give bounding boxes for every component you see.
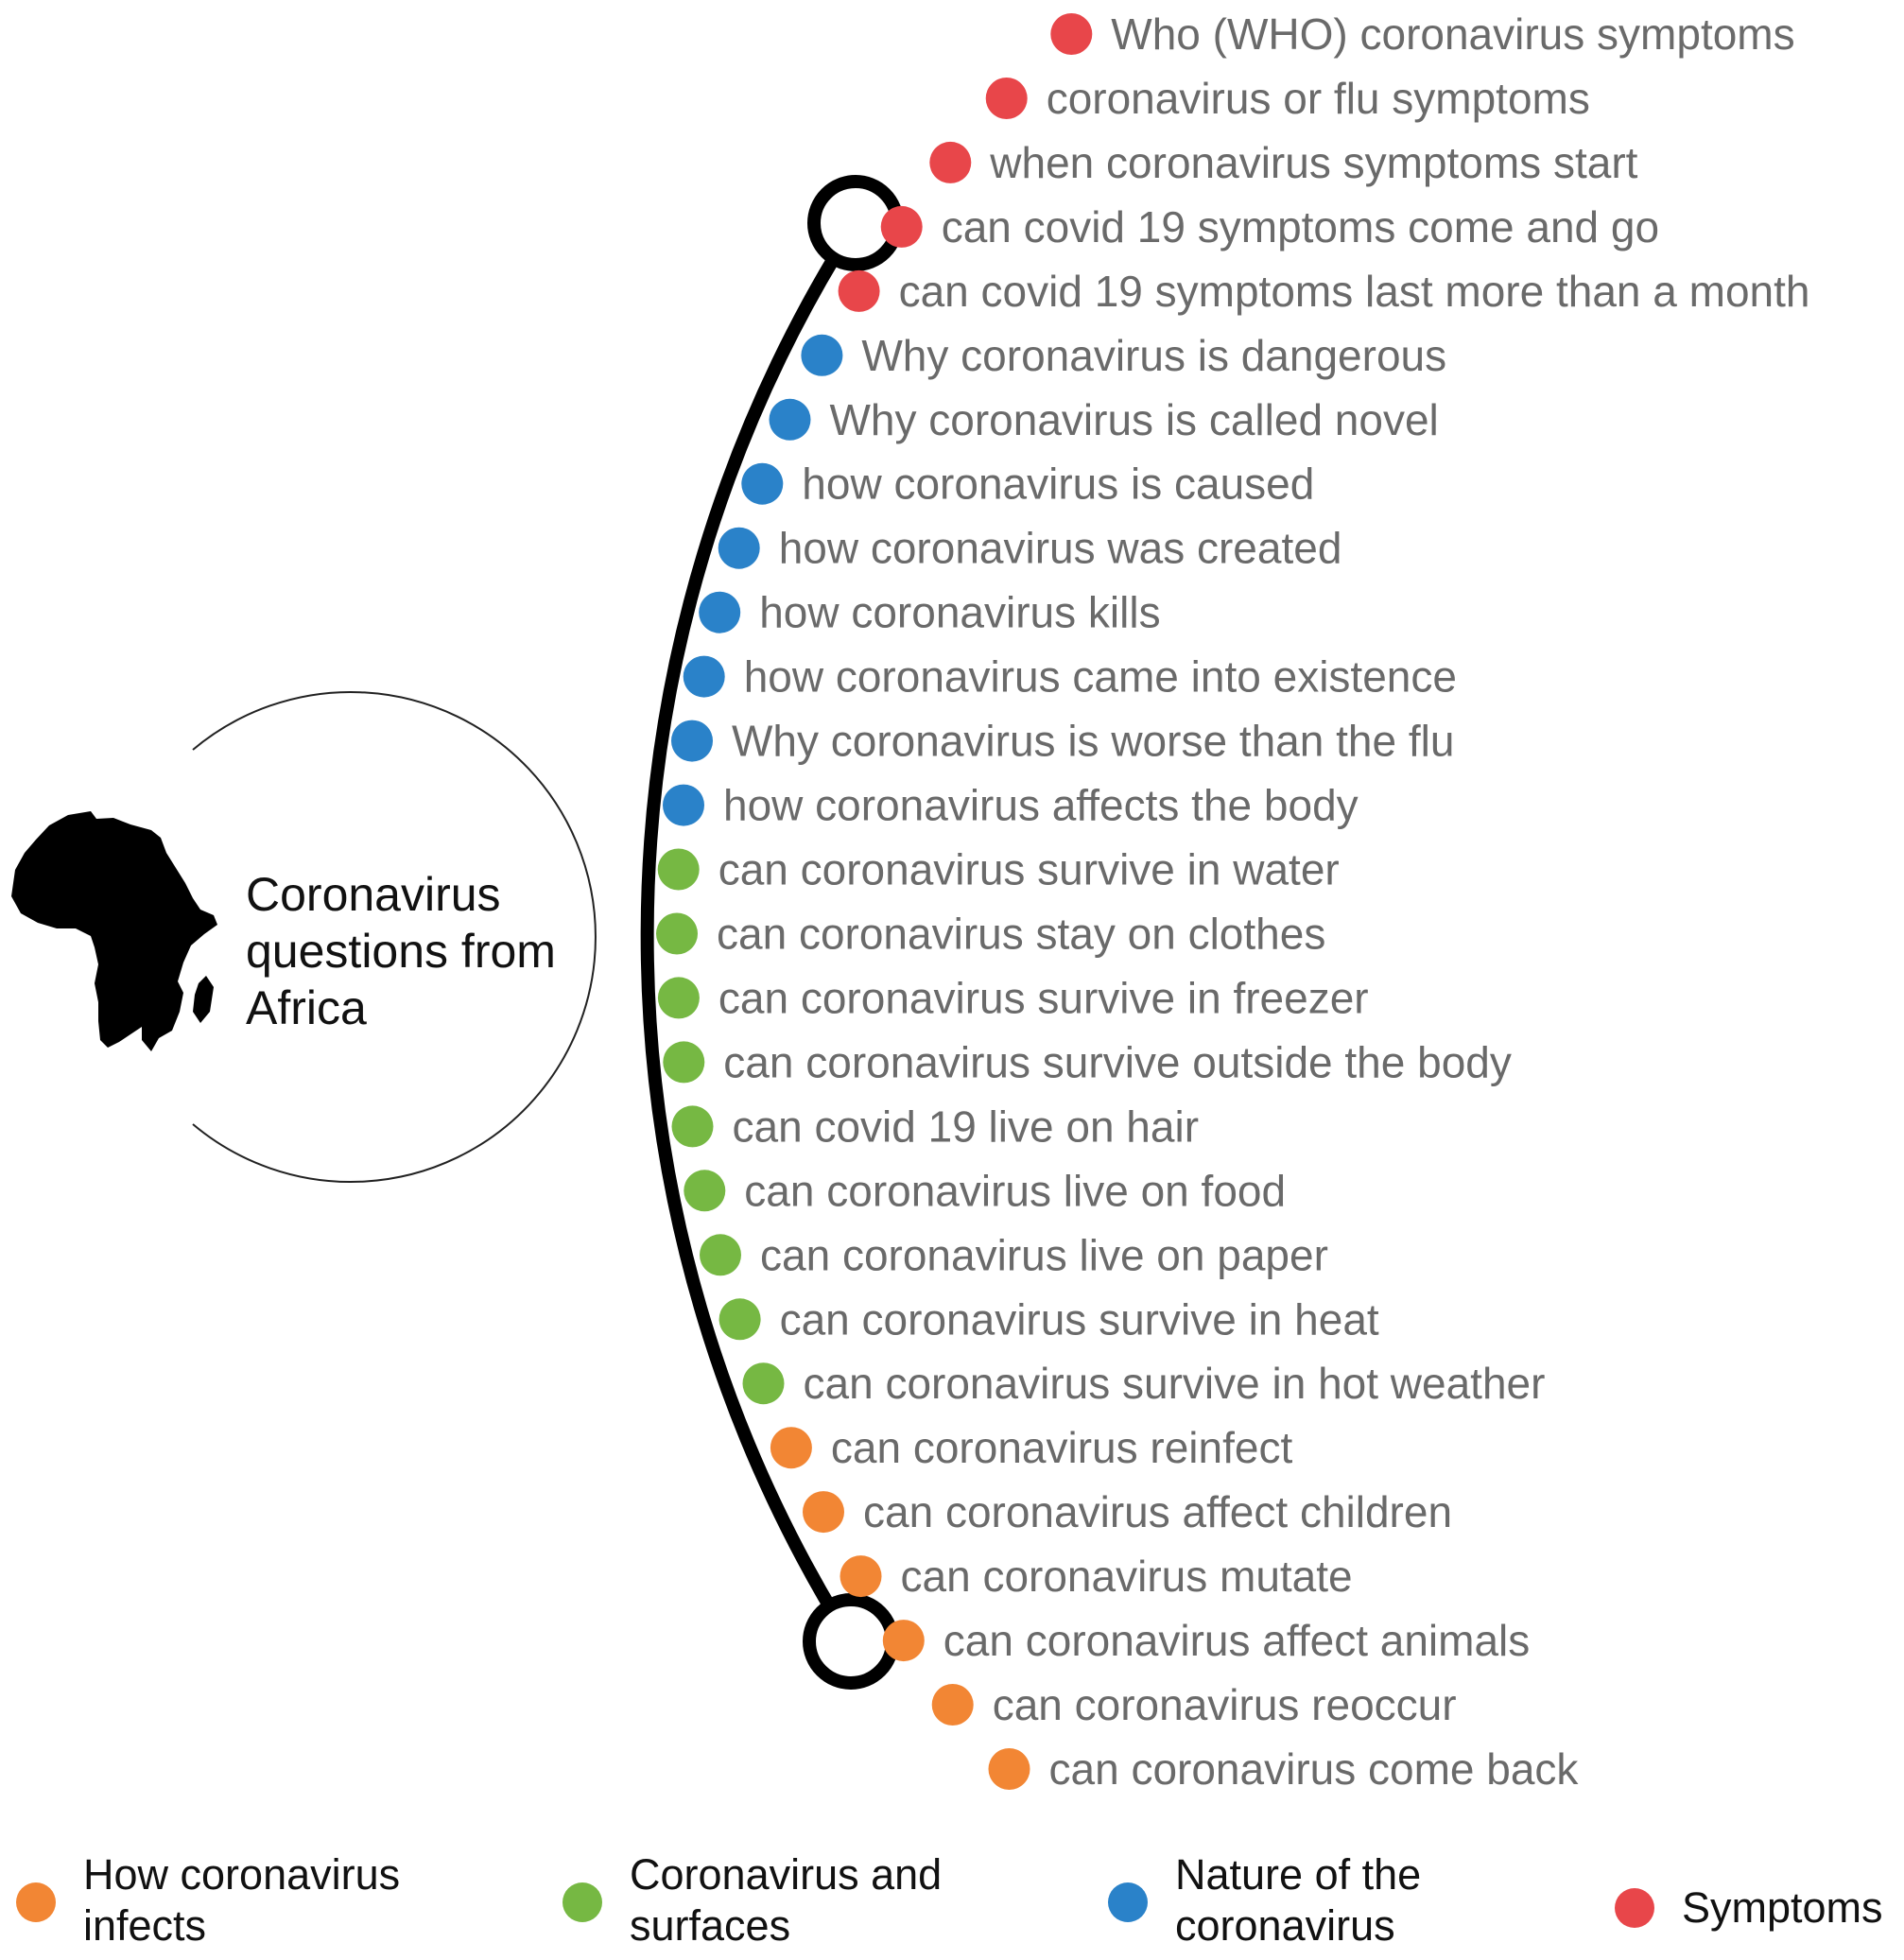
item-dot-infects: [931, 1684, 974, 1726]
item-dot-symptoms: [985, 78, 1028, 119]
africa-map-icon: [11, 811, 217, 1051]
question-label: can coronavirus affect children: [863, 1487, 1452, 1536]
item-dot-surfaces: [700, 1234, 741, 1276]
question-label: can coronavirus live on paper: [760, 1230, 1328, 1279]
question-list: Who (WHO) coronavirus symptoms coronaviru…: [656, 9, 1809, 1794]
question-label: Who (WHO) coronavirus symptoms: [1111, 9, 1794, 59]
legend-label-nature: coronavirus: [1175, 1901, 1395, 1950]
question-label: can covid 19 live on hair: [733, 1101, 1200, 1151]
item-dot-infects: [803, 1491, 844, 1534]
item-dot-surfaces: [742, 1362, 785, 1405]
item-dot-symptoms: [880, 205, 923, 248]
legend-dot-surfaces: [563, 1882, 602, 1922]
item-dot-symptoms: [1050, 13, 1093, 55]
question-label: can coronavirus mutate: [901, 1552, 1353, 1601]
item-dot-surfaces: [671, 1105, 714, 1148]
question-label: can coronavirus come back: [1049, 1744, 1580, 1794]
item-dot-symptoms: [838, 269, 880, 312]
item-dot-infects: [770, 1427, 812, 1469]
question-label: can coronavirus survive in heat: [780, 1294, 1379, 1344]
question-label: can covid 19 symptoms last more than a m…: [899, 267, 1810, 316]
question-label: how coronavirus kills: [759, 588, 1160, 637]
legend-dot-symptoms: [1615, 1888, 1654, 1928]
item-dot-infects: [882, 1620, 925, 1662]
legend-dot-infects: [16, 1882, 56, 1922]
question-label: coronavirus or flu symptoms: [1047, 74, 1590, 123]
item-dot-surfaces: [657, 848, 700, 891]
question-label: Why coronavirus is dangerous: [861, 331, 1446, 380]
question-label: can coronavirus survive in freezer: [718, 973, 1369, 1022]
item-dot-surfaces: [718, 1298, 761, 1341]
item-dot-nature: [718, 527, 760, 569]
legend-dot-nature: [1108, 1882, 1148, 1922]
question-label: can coronavirus survive outside the body: [723, 1037, 1512, 1086]
center-title-line: Africa: [246, 981, 367, 1034]
item-dot-nature: [671, 720, 713, 762]
question-label: Why coronavirus is called novel: [830, 395, 1439, 444]
question-label: can coronavirus reinfect: [831, 1423, 1293, 1472]
question-label: when coronavirus symptoms start: [989, 138, 1637, 187]
item-dot-surfaces: [657, 977, 700, 1019]
item-dot-infects: [839, 1555, 882, 1598]
item-dot-nature: [801, 334, 843, 376]
legend-label-nature: Nature of the: [1175, 1850, 1421, 1899]
question-label: can coronavirus reoccur: [993, 1680, 1457, 1729]
legend-label-infects: How coronavirus: [83, 1850, 400, 1899]
center-title-line: questions from: [246, 925, 556, 978]
item-dot-surfaces: [663, 1041, 705, 1084]
item-dot-nature: [741, 462, 784, 505]
item-dot-surfaces: [684, 1170, 726, 1212]
connector-arc: [640, 219, 861, 1645]
legend-label-infects: infects: [83, 1901, 206, 1950]
item-dot-nature: [663, 784, 704, 826]
question-label: can covid 19 symptoms come and go: [942, 202, 1659, 252]
question-label: how coronavirus is caused: [802, 460, 1314, 509]
legend-label-symptoms: Symptoms: [1682, 1883, 1883, 1932]
question-label: can coronavirus stay on clothes: [717, 910, 1325, 959]
question-label: how coronavirus was created: [779, 524, 1342, 573]
question-label: how coronavirus affects the body: [723, 781, 1359, 830]
item-dot-nature: [769, 398, 811, 441]
item-dot-nature: [683, 655, 725, 698]
question-label: can coronavirus survive in water: [718, 845, 1340, 894]
question-label: can coronavirus affect animals: [943, 1616, 1530, 1665]
question-label: Why coronavirus is worse than the flu: [732, 717, 1454, 766]
item-dot-surfaces: [656, 912, 698, 955]
arc-bottom-node: [803, 1593, 899, 1690]
item-dot-infects: [988, 1748, 1030, 1790]
question-label: can coronavirus survive in hot weather: [804, 1359, 1546, 1408]
legend-label-surfaces: surfaces: [630, 1901, 790, 1950]
legend-label-surfaces: Coronavirus and: [630, 1850, 942, 1899]
center-circle: [192, 691, 597, 1183]
item-dot-symptoms: [929, 141, 972, 183]
question-label: how coronavirus came into existence: [744, 652, 1457, 702]
center-title-line: Coronavirus: [246, 868, 501, 921]
question-label: can coronavirus live on food: [744, 1166, 1286, 1215]
item-dot-nature: [699, 591, 741, 633]
